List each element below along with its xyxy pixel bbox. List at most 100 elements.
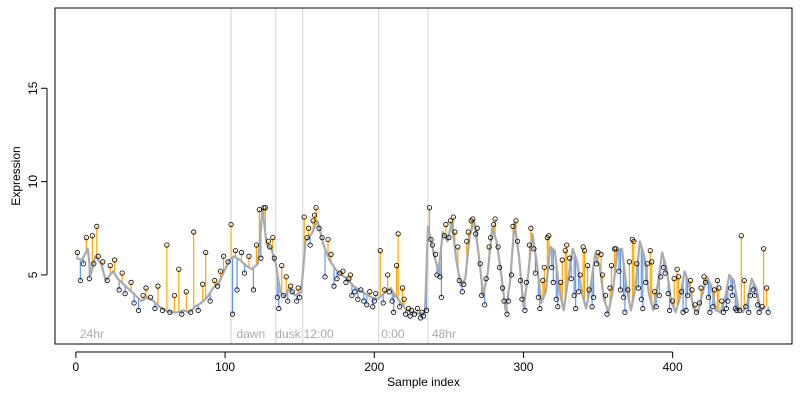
data-point (734, 307, 740, 313)
data-point (522, 307, 528, 313)
data-point (447, 218, 453, 224)
data-point (456, 277, 462, 284)
data-point (218, 268, 224, 274)
data-point (638, 296, 644, 302)
data-point (361, 298, 367, 304)
data-point (349, 292, 355, 299)
data-point (477, 261, 483, 267)
data-point (585, 262, 591, 269)
data-point (755, 302, 761, 308)
data-point (702, 279, 709, 285)
data-point (450, 214, 456, 220)
data-point (364, 302, 370, 308)
data-point (549, 264, 555, 271)
data-point (229, 311, 236, 317)
data-point (743, 304, 749, 310)
data-point (761, 246, 767, 252)
data-point (289, 289, 295, 295)
data-point (200, 281, 206, 287)
data-point (643, 279, 649, 285)
data-point (135, 307, 142, 313)
data-point (128, 279, 134, 285)
data-point (586, 287, 592, 293)
data-point (513, 218, 519, 224)
data-point (555, 304, 561, 310)
data-point (301, 214, 307, 220)
data-point (143, 285, 149, 291)
data-point (385, 272, 391, 278)
data-point (159, 307, 166, 313)
data-point (626, 259, 632, 265)
data-point (719, 298, 725, 304)
data-point (183, 289, 189, 295)
data-point (625, 287, 631, 293)
data-point (644, 261, 650, 267)
data-point (667, 307, 673, 313)
data-point (355, 296, 361, 302)
data-point (91, 261, 97, 267)
data-point (499, 285, 506, 291)
data-point (437, 274, 443, 280)
data-point (328, 251, 334, 257)
data-point (653, 304, 659, 310)
data-point (528, 225, 534, 231)
data-point (176, 266, 182, 272)
data-point (428, 236, 434, 243)
data-point (756, 309, 762, 315)
x-axis: 0 100 200 300 400 (73, 351, 683, 374)
data-point (370, 304, 376, 310)
data-point (274, 294, 280, 300)
data-point (347, 272, 353, 278)
data-point (564, 242, 570, 248)
data-point (188, 309, 194, 315)
data-point (559, 257, 565, 263)
data-point (276, 305, 282, 312)
data-point (258, 255, 264, 261)
data-point (759, 304, 765, 310)
y-tick-label: 5 (26, 271, 40, 278)
data-point (228, 221, 234, 228)
data-point (429, 242, 436, 248)
data-point (550, 279, 556, 285)
data-point (517, 277, 524, 284)
data-point (750, 287, 756, 293)
data-point (311, 212, 318, 218)
data-point (306, 225, 312, 231)
data-point (459, 289, 465, 295)
data-point (220, 253, 227, 259)
data-point (562, 248, 568, 254)
data-point (504, 311, 510, 317)
data-point (389, 298, 395, 304)
data-point (394, 262, 400, 269)
data-point (676, 274, 682, 280)
data-point (179, 311, 185, 317)
data-point (593, 261, 600, 267)
data-point (253, 242, 260, 248)
x-tick-label: 0 (73, 360, 80, 374)
data-point (171, 292, 177, 299)
segment-label: dawn (237, 327, 266, 341)
data-point (558, 279, 564, 285)
data-point (395, 231, 401, 237)
data-point (540, 277, 546, 284)
data-point (617, 287, 624, 293)
data-point (765, 309, 771, 315)
data-point (526, 242, 533, 248)
data-point (553, 296, 559, 302)
data-point (647, 248, 653, 254)
data-point (728, 285, 734, 291)
data-point (631, 238, 637, 244)
y-axis: 5 10 15 (26, 81, 48, 278)
data-point (426, 205, 433, 211)
data-point (729, 292, 735, 299)
data-point (568, 276, 574, 282)
data-point (496, 264, 503, 271)
data-point (535, 294, 541, 300)
x-tick-label: 100 (215, 360, 235, 374)
data-point (573, 305, 579, 312)
data-point (482, 302, 488, 308)
data-point (358, 287, 364, 293)
data-point (464, 238, 470, 244)
data-point (452, 229, 458, 235)
data-point (270, 235, 276, 241)
